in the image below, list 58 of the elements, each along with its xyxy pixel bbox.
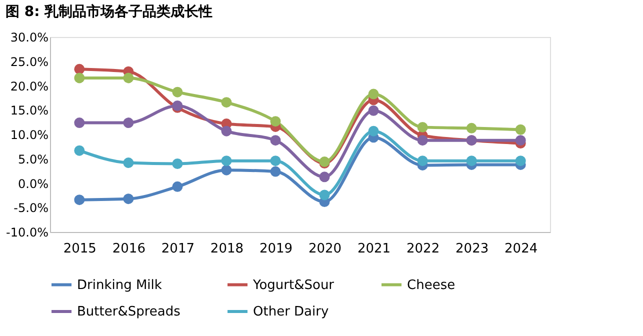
point [270, 166, 281, 177]
point [319, 190, 330, 200]
point [74, 118, 85, 128]
y-tick-label: 25.0% [10, 54, 48, 69]
point [466, 122, 477, 134]
legend-label: Butter&Spreads [77, 304, 181, 320]
point [123, 194, 134, 204]
point [123, 158, 134, 168]
point [466, 156, 477, 166]
point [221, 126, 232, 136]
point [221, 164, 232, 176]
point [74, 72, 85, 84]
point [319, 172, 330, 182]
x-tick-label: 2016 [112, 242, 146, 256]
point [368, 126, 379, 136]
point [270, 116, 281, 127]
point [74, 194, 85, 206]
legend-label: Yogurt&Sour [252, 278, 335, 293]
x-tick-label: 2018 [210, 242, 244, 256]
x-tick-label: 2023 [456, 242, 489, 256]
point [123, 118, 134, 128]
x-tick-label: 2022 [406, 242, 440, 256]
point [368, 105, 379, 116]
y-tick-label: 10.0% [10, 128, 48, 142]
point [270, 156, 281, 166]
point [221, 97, 232, 108]
point [74, 145, 85, 156]
legend-label: Other Dairy [253, 304, 329, 320]
point [515, 135, 526, 146]
point [417, 156, 428, 166]
y-tick-label: 15.0% [10, 104, 48, 118]
point [172, 181, 183, 192]
point [123, 72, 134, 84]
x-tick-label: 2017 [161, 242, 194, 256]
point [515, 124, 526, 135]
y-tick-label: -5.0% [14, 201, 48, 216]
point [74, 64, 85, 74]
point [172, 86, 183, 98]
x-tick-label: 2015 [63, 242, 96, 256]
point [417, 122, 428, 132]
y-tick-label: 0.0% [18, 176, 48, 191]
y-tick-label: -10.0% [6, 226, 48, 240]
point [515, 156, 526, 166]
x-tick-label: 2024 [504, 242, 538, 256]
legend-label: Cheese [407, 278, 456, 293]
x-tick-label: 2021 [357, 242, 391, 256]
y-tick-label: 5.0% [18, 152, 48, 166]
y-tick-label: 30.0% [10, 30, 48, 44]
x-tick-label: 2020 [308, 242, 342, 256]
x-tick-label: 2019 [259, 242, 293, 256]
point [221, 156, 232, 166]
legend-label: Drinking Milk [77, 278, 162, 293]
point [368, 88, 379, 100]
point [270, 135, 281, 146]
y-tick-label: 20.0% [10, 79, 48, 94]
chart-title: 图 8: 乳制品市场各子品类成长性 [6, 3, 213, 20]
point [172, 158, 183, 169]
point [417, 135, 428, 146]
